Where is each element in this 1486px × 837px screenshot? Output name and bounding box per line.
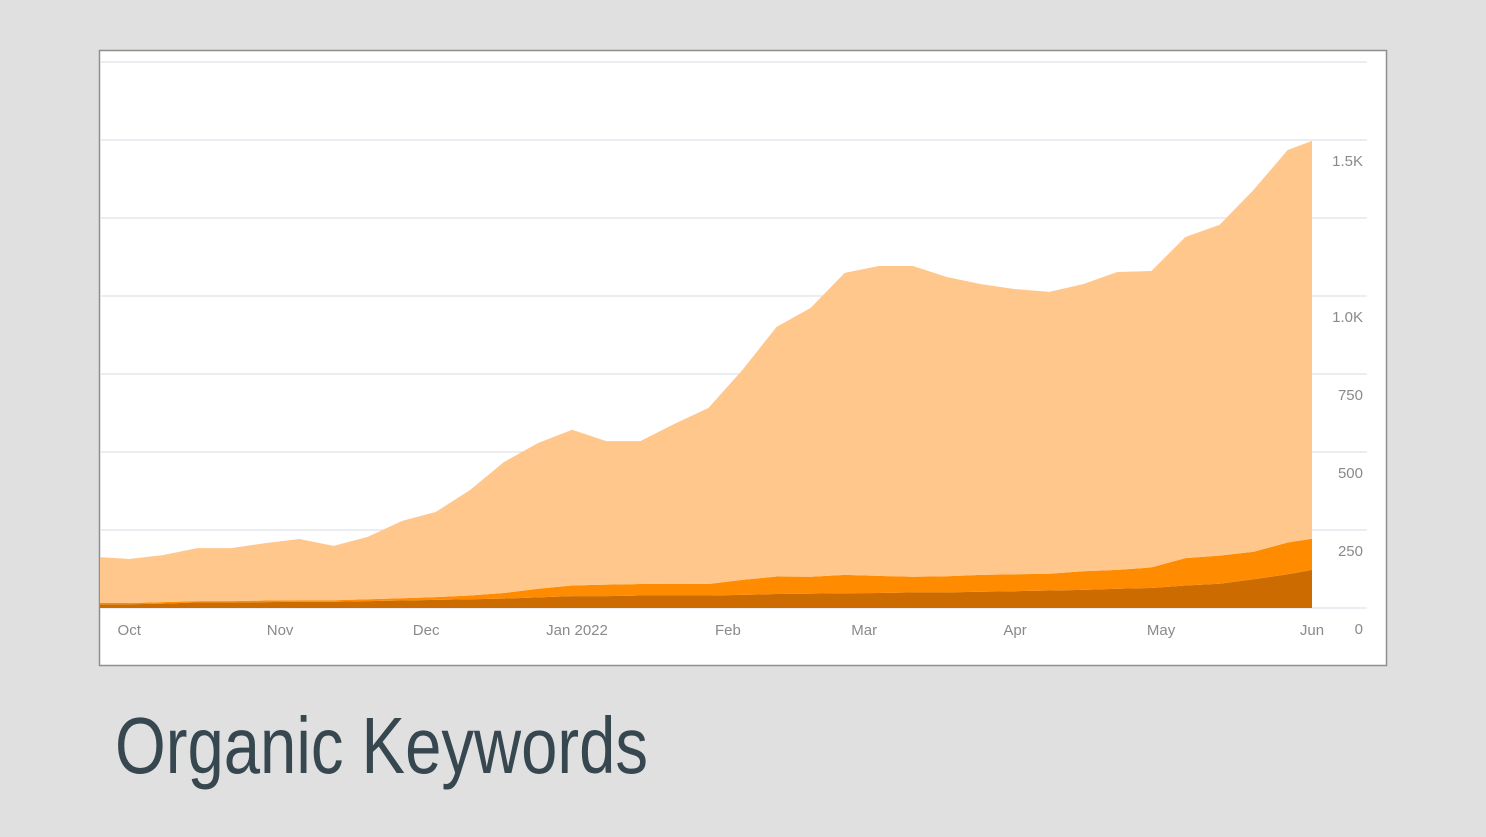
- x-tick-label: Feb: [715, 622, 741, 639]
- y-tick-label: 1.0K: [1332, 309, 1363, 326]
- x-tick-label: Jan 2022: [546, 622, 608, 639]
- y-tick-label: 250: [1338, 543, 1363, 560]
- x-tick-label: Apr: [1003, 622, 1026, 639]
- x-tick-label: Dec: [413, 622, 440, 639]
- y-tick-label: 750: [1338, 387, 1363, 404]
- x-tick-label: May: [1147, 622, 1176, 639]
- y-tick-label: 1.5K: [1332, 153, 1363, 170]
- areas: [100, 140, 1312, 608]
- y-tick-label: 0: [1355, 621, 1363, 638]
- y-tick-label: 500: [1338, 465, 1363, 482]
- x-tick-label: Oct: [118, 622, 142, 639]
- area: [100, 538, 1312, 605]
- labels: 0 250 500 750 1.0K 1.5K Oct Nov Dec Jan 2022 Feb Ma…: [118, 153, 1363, 639]
- area: [100, 140, 1312, 603]
- area: [100, 569, 1312, 608]
- x-tick-label: Jun: [1300, 622, 1324, 639]
- page-title: Organic Keywords: [115, 701, 648, 790]
- x-tick-label: Mar: [851, 622, 877, 639]
- x-tick-label: Nov: [267, 622, 294, 639]
